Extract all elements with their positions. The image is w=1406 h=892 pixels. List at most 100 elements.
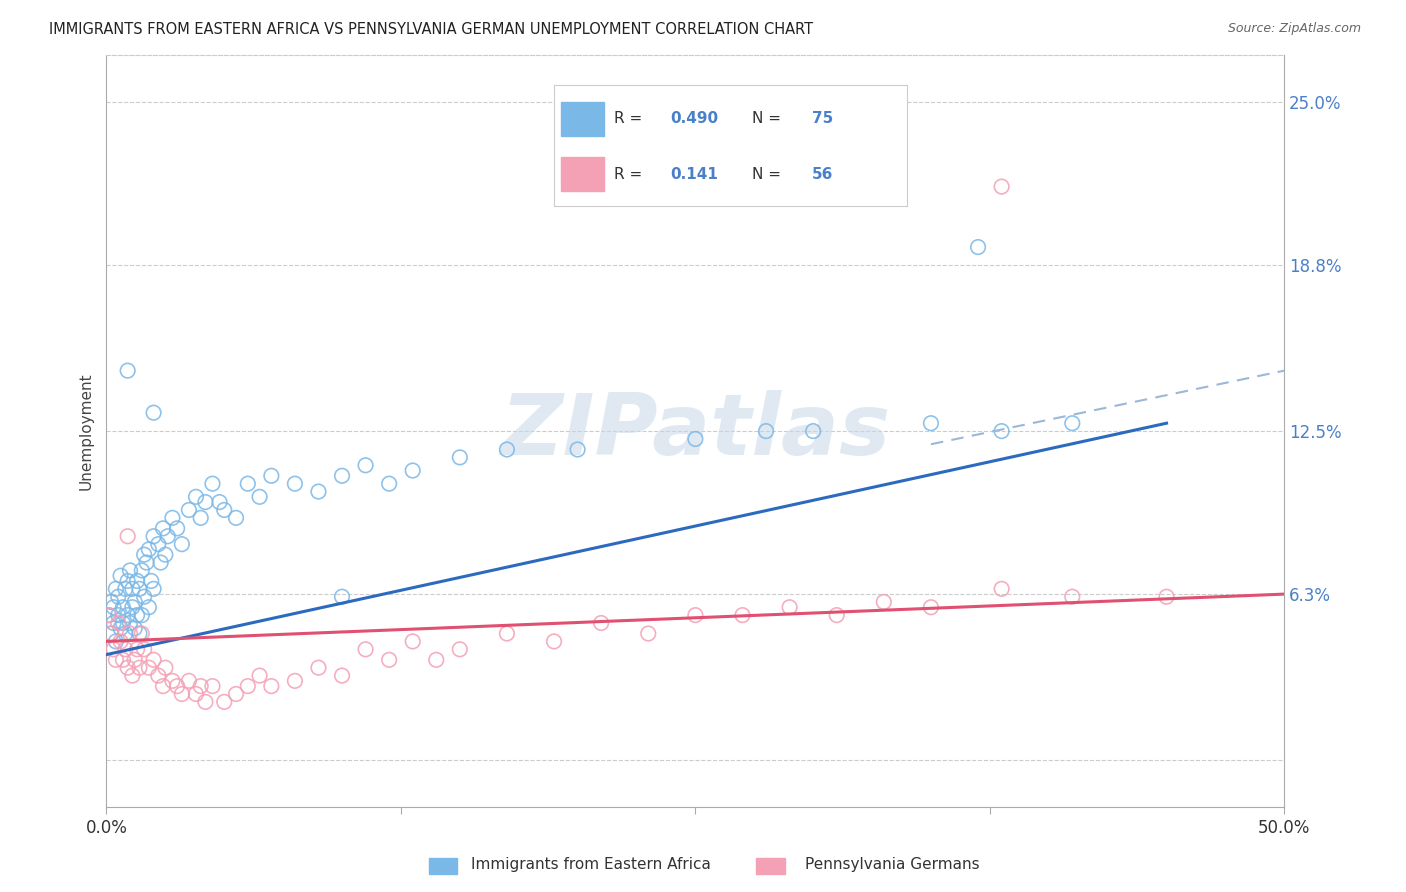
- Point: [755, 424, 778, 438]
- Point: [107, 590, 129, 604]
- Point: [97, 608, 120, 623]
- Point: [637, 626, 659, 640]
- Point: [1156, 590, 1178, 604]
- Point: [124, 653, 146, 667]
- Point: [184, 687, 207, 701]
- Point: [117, 529, 139, 543]
- Point: [779, 600, 801, 615]
- Point: [138, 600, 160, 615]
- Point: [449, 642, 471, 657]
- Point: [354, 642, 377, 657]
- Point: [496, 442, 519, 457]
- Point: [378, 653, 401, 667]
- Point: [449, 450, 471, 465]
- Point: [249, 490, 271, 504]
- Point: [97, 608, 120, 623]
- Point: [236, 476, 259, 491]
- Point: [731, 608, 754, 623]
- Text: ZIPatlas: ZIPatlas: [501, 390, 890, 473]
- Point: [111, 653, 134, 667]
- Point: [131, 608, 153, 623]
- Point: [124, 621, 146, 635]
- Point: [104, 634, 127, 648]
- Point: [249, 668, 271, 682]
- Point: [990, 582, 1012, 596]
- Point: [990, 424, 1012, 438]
- Point: [131, 564, 153, 578]
- Point: [100, 595, 122, 609]
- Point: [308, 484, 330, 499]
- Text: Source: ZipAtlas.com: Source: ZipAtlas.com: [1227, 22, 1361, 36]
- Point: [142, 582, 165, 596]
- Point: [142, 529, 165, 543]
- Point: [354, 458, 377, 473]
- Point: [260, 468, 283, 483]
- Point: [142, 406, 165, 420]
- Point: [543, 634, 565, 648]
- Point: [141, 574, 163, 588]
- Point: [402, 464, 425, 478]
- Point: [135, 556, 157, 570]
- Point: [801, 424, 824, 438]
- Point: [111, 600, 134, 615]
- Point: [920, 600, 942, 615]
- Point: [825, 608, 848, 623]
- Point: [134, 642, 156, 657]
- Point: [330, 468, 353, 483]
- Point: [103, 642, 125, 657]
- Point: [190, 679, 212, 693]
- Point: [225, 687, 247, 701]
- Point: [114, 642, 136, 657]
- Point: [201, 476, 224, 491]
- Point: [190, 511, 212, 525]
- Point: [170, 537, 193, 551]
- Point: [114, 582, 136, 596]
- Point: [194, 695, 217, 709]
- Point: [100, 626, 122, 640]
- Point: [117, 364, 139, 378]
- Point: [873, 595, 896, 609]
- Point: [685, 432, 707, 446]
- Point: [134, 548, 156, 562]
- Point: [103, 600, 125, 615]
- Point: [148, 668, 170, 682]
- Point: [208, 495, 231, 509]
- Point: [496, 626, 519, 640]
- Point: [177, 673, 200, 688]
- Point: [107, 608, 129, 623]
- Point: [149, 556, 172, 570]
- Point: [260, 679, 283, 693]
- Point: [1062, 590, 1084, 604]
- Point: [567, 442, 589, 457]
- Point: [118, 626, 141, 640]
- Point: [118, 564, 141, 578]
- Point: [111, 615, 134, 630]
- Point: [685, 608, 707, 623]
- Point: [121, 600, 143, 615]
- Point: [166, 679, 188, 693]
- Point: [166, 521, 188, 535]
- Point: [156, 529, 179, 543]
- Point: [225, 511, 247, 525]
- Point: [104, 582, 127, 596]
- Point: [920, 416, 942, 430]
- Point: [330, 590, 353, 604]
- Point: [138, 542, 160, 557]
- Text: Immigrants from Eastern Africa: Immigrants from Eastern Africa: [471, 857, 710, 872]
- Point: [142, 653, 165, 667]
- Point: [212, 695, 235, 709]
- Point: [117, 574, 139, 588]
- Point: [117, 661, 139, 675]
- Point: [152, 679, 174, 693]
- Point: [212, 503, 235, 517]
- Point: [155, 548, 177, 562]
- Point: [184, 490, 207, 504]
- Text: Pennsylvania Germans: Pennsylvania Germans: [806, 857, 980, 872]
- Point: [138, 661, 160, 675]
- Point: [103, 615, 125, 630]
- Point: [591, 615, 613, 630]
- Point: [107, 615, 129, 630]
- Point: [378, 476, 401, 491]
- Point: [114, 626, 136, 640]
- Point: [148, 537, 170, 551]
